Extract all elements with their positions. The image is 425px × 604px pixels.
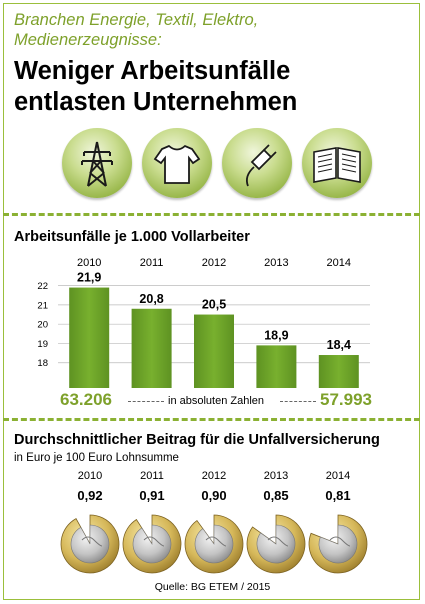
bar <box>131 308 172 388</box>
euro-coin-icon <box>246 514 306 574</box>
electric-plug-icon <box>222 128 292 198</box>
title-line-2: entlasten Unternehmen <box>14 88 298 116</box>
contribution-coins: 2010 0,92 2011 0,91 2012 0,90 2013 0,85 2014 0,81 <box>0 470 425 580</box>
bar-value-label: 18,9 <box>264 328 288 342</box>
coin-value-label: 0,90 <box>201 488 227 503</box>
coin-year-label: 2010 <box>77 470 103 482</box>
t-shirt-icon <box>142 128 212 198</box>
subtitle-line-1: Branchen Energie, Textil, Elektro, <box>14 11 259 29</box>
coin-year-label: 2012 <box>201 470 227 482</box>
bar <box>69 287 110 388</box>
bar-value-label: 18,4 <box>327 338 351 352</box>
divider-top <box>3 213 420 216</box>
page-title: Weniger Arbeitsunfälle entlasten Unterne… <box>14 56 414 118</box>
bar-chart-title: Arbeitsunfälle je 1.000 Vollarbeiter <box>14 229 250 245</box>
dash-left <box>128 401 164 402</box>
euro-coin-icon <box>308 514 368 574</box>
year-label: 2012 <box>202 257 226 269</box>
bar-value-label: 21,9 <box>77 271 101 285</box>
y-tick-label: 20 <box>37 320 48 331</box>
subtitle: Branchen Energie, Textil, Elektro, Medie… <box>14 10 414 50</box>
y-tick-label: 18 <box>37 358 48 369</box>
dash-right <box>280 401 316 402</box>
subtitle-line-2: Medienerzeugnisse: <box>14 31 162 49</box>
bar-value-label: 20,8 <box>139 292 163 306</box>
title-line-1: Weniger Arbeitsunfälle <box>14 57 291 85</box>
bar <box>318 355 359 388</box>
coin-value-label: 0,91 <box>139 488 165 503</box>
coin-year-label: 2014 <box>325 470 351 482</box>
year-label: 2013 <box>264 257 288 269</box>
page-frame <box>3 3 420 600</box>
euro-coin-icon <box>122 514 182 574</box>
power-pylon-icon <box>62 128 132 198</box>
year-label: 2011 <box>140 257 164 269</box>
source-note: Quelle: BG ETEM / 2015 <box>154 581 271 593</box>
coin-value-label: 0,92 <box>77 488 103 503</box>
y-tick-label: 21 <box>37 300 48 311</box>
absolute-totals: 63.206 in absoluten Zahlen 57.993 <box>0 390 425 414</box>
bar <box>194 314 234 388</box>
bar <box>256 345 297 388</box>
contribution-title: Durchschnittlicher Beitrag für die Unfal… <box>14 432 380 448</box>
year-label: 2010 <box>77 257 101 269</box>
year-label: 2014 <box>327 257 351 269</box>
accident-bar-chart: 22 21 20 19 18 21,9 2010 20,8 2011 20,5 2012 18,9 20… <box>37 257 370 388</box>
euro-coin-icon <box>184 514 244 574</box>
y-tick-label: 22 <box>37 281 48 292</box>
industry-icons <box>62 128 372 200</box>
coin-year-label: 2013 <box>263 470 289 482</box>
total-first-year: 63.206 <box>60 390 112 409</box>
contribution-subtitle: in Euro je 100 Euro Lohnsumme <box>14 452 179 464</box>
coin-year-label: 2011 <box>140 470 164 482</box>
totals-label: in absoluten Zahlen <box>168 395 265 407</box>
total-last-year: 57.993 <box>320 390 372 409</box>
open-book-icon <box>302 128 372 198</box>
bar-value-label: 20,5 <box>202 298 226 312</box>
euro-coin-icon <box>60 514 120 574</box>
y-tick-label: 19 <box>37 339 48 350</box>
coin-value-label: 0,85 <box>263 488 289 503</box>
divider-bottom <box>3 418 420 421</box>
coin-value-label: 0,81 <box>325 488 351 503</box>
